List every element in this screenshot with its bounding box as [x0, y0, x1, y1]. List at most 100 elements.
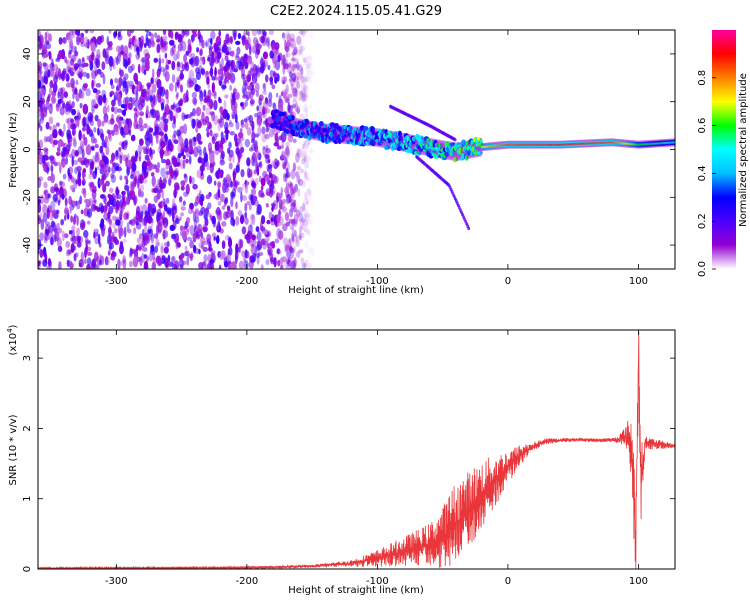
noise-speckle: [183, 114, 189, 119]
spectrogram-cells: [38, 30, 675, 269]
noise-speckle: [48, 103, 53, 115]
noise-speckle: [291, 57, 296, 62]
noise-speckle: [67, 140, 71, 152]
noise-speckle: [186, 256, 190, 266]
noise-speckle: [305, 198, 309, 205]
noise-speckle: [208, 177, 212, 182]
noise-speckle: [148, 213, 152, 225]
noise-speckle: [176, 91, 179, 98]
noise-speckle: [201, 111, 205, 123]
noise-speckle: [102, 105, 108, 116]
noise-speckle: [170, 143, 175, 152]
noise-speckle: [155, 128, 159, 135]
noise-speckle: [194, 84, 200, 92]
figure-title: C2E2.2024.115.05.41.G29: [270, 4, 442, 19]
snr-multiplier-label: (x104): [6, 324, 19, 355]
noise-speckle: [254, 199, 259, 207]
noise-speckle: [139, 204, 143, 212]
noise-speckle: [306, 229, 311, 235]
noise-speckle: [191, 77, 197, 86]
noise-speckle: [299, 205, 304, 215]
noise-speckle: [40, 194, 45, 205]
colorbar-tick-label: 0.8: [697, 70, 708, 86]
noise-speckle: [47, 257, 51, 266]
noise-speckle: [292, 40, 297, 50]
noise-speckle: [169, 110, 174, 122]
noise-speckle: [268, 30, 274, 36]
noise-speckle: [164, 52, 168, 59]
noise-speckle: [211, 91, 217, 97]
noise-speckle: [196, 193, 202, 202]
noise-speckle: [85, 203, 90, 209]
noise-speckle: [287, 237, 292, 249]
noise-speckle: [304, 170, 307, 181]
noise-speckle: [278, 230, 284, 240]
noise-speckle: [94, 143, 99, 149]
noise-speckle: [111, 193, 116, 201]
noise-speckle: [306, 262, 313, 268]
noise-speckle: [176, 61, 181, 68]
noise-speckle: [209, 66, 214, 78]
noise-speckle: [143, 123, 148, 129]
noise-speckle: [184, 245, 188, 251]
noise-speckle: [251, 252, 257, 263]
noise-speckle: [248, 203, 252, 211]
noise-speckle: [111, 165, 117, 174]
noise-speckle: [114, 228, 118, 234]
noise-speckle: [126, 159, 132, 168]
noise-speckle: [305, 254, 310, 263]
noise-speckle: [165, 88, 169, 100]
noise-speckle: [218, 79, 222, 87]
noise-speckle: [66, 259, 70, 268]
noise-speckle: [208, 261, 212, 269]
noise-speckle: [288, 238, 292, 245]
noise-speckle: [272, 128, 276, 136]
noise-speckle: [106, 104, 110, 113]
noise-speckle: [160, 102, 165, 111]
noise-speckle: [60, 86, 66, 94]
noise-speckle: [233, 133, 238, 143]
noise-speckle: [155, 255, 162, 264]
noise-speckle: [68, 50, 72, 59]
noise-speckle: [51, 95, 56, 104]
noise-speckle: [251, 214, 256, 225]
noise-speckle: [271, 240, 275, 249]
noise-speckle: [170, 256, 176, 266]
noise-speckle: [253, 113, 259, 118]
noise-speckle: [281, 76, 286, 85]
noise-speckle: [105, 146, 110, 156]
noise-speckle: [304, 212, 311, 219]
noise-speckle: [282, 91, 286, 100]
noise-speckle: [137, 63, 141, 74]
noise-speckle: [113, 60, 116, 70]
noise-speckle: [170, 47, 174, 57]
noise-speckle: [179, 225, 184, 232]
noise-speckle: [71, 66, 77, 75]
noise-speckle: [248, 147, 254, 152]
noise-speckle: [58, 261, 62, 269]
noise-speckle: [121, 109, 127, 116]
noise-speckle: [302, 86, 306, 97]
noise-speckle: [160, 242, 164, 252]
noise-speckle: [86, 220, 91, 225]
noise-speckle: [51, 142, 56, 148]
noise-speckle: [101, 173, 107, 181]
noise-speckle: [86, 251, 93, 257]
noise-speckle: [214, 55, 220, 65]
noise-speckle: [40, 97, 46, 105]
noise-speckle: [186, 216, 191, 224]
noise-speckle: [183, 53, 188, 63]
noise-speckle: [209, 259, 214, 265]
noise-speckle: [180, 185, 185, 191]
noise-speckle: [93, 199, 97, 204]
noise-speckle: [53, 187, 59, 193]
noise-speckle: [262, 51, 268, 60]
noise-speckle: [300, 75, 305, 83]
noise-speckle: [79, 222, 86, 231]
noise-speckle: [135, 51, 141, 60]
noise-speckle: [243, 30, 246, 41]
noise-speckle: [130, 174, 135, 180]
noise-speckle: [82, 172, 86, 178]
noise-speckle: [221, 84, 227, 90]
noise-speckle: [290, 208, 296, 213]
